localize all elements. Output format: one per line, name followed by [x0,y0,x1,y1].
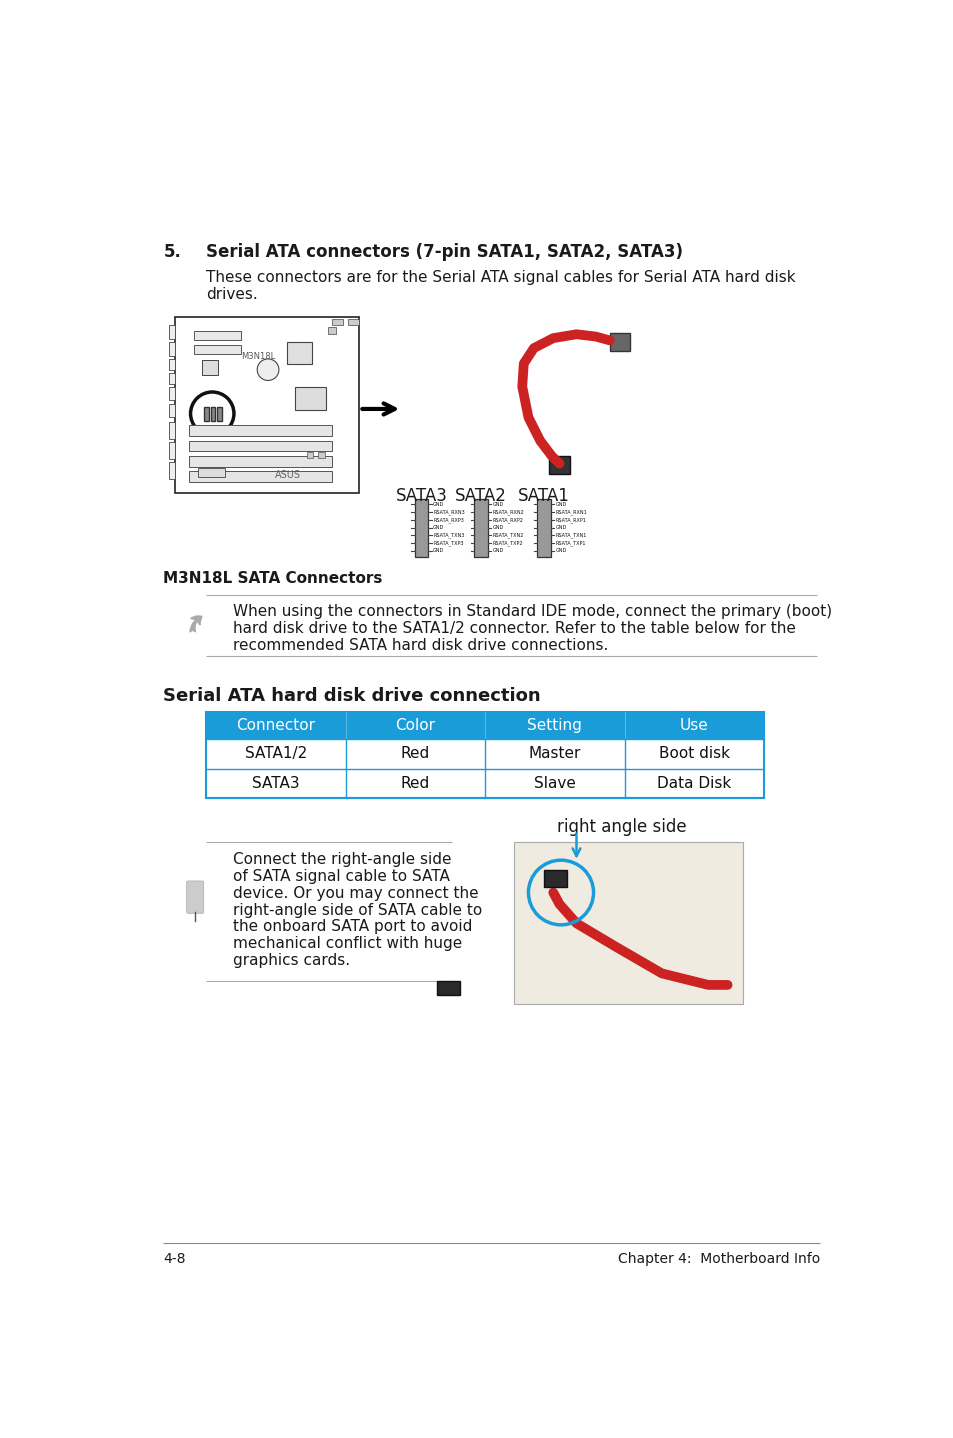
FancyBboxPatch shape [328,326,335,334]
Text: SATA3: SATA3 [395,486,447,505]
Text: SATA1: SATA1 [517,486,569,505]
FancyBboxPatch shape [169,387,174,400]
FancyBboxPatch shape [436,981,459,995]
FancyBboxPatch shape [348,319,358,325]
FancyBboxPatch shape [549,456,569,475]
FancyBboxPatch shape [474,499,488,557]
Text: Red: Red [400,775,430,791]
FancyBboxPatch shape [169,441,174,459]
Text: Serial ATA hard disk drive connection: Serial ATA hard disk drive connection [163,687,540,705]
FancyBboxPatch shape [189,472,332,482]
FancyBboxPatch shape [189,456,332,467]
FancyBboxPatch shape [415,499,428,557]
Text: of SATA signal cable to SATA: of SATA signal cable to SATA [233,869,450,883]
Text: RSATA_RXP2: RSATA_RXP2 [493,518,523,522]
FancyBboxPatch shape [543,870,567,887]
Text: Red: Red [400,746,430,761]
FancyBboxPatch shape [609,332,629,351]
Text: GND: GND [555,525,566,531]
Text: hard disk drive to the SATA1/2 connector. Refer to the table below for the: hard disk drive to the SATA1/2 connector… [233,621,795,636]
Text: 4-8: 4-8 [163,1252,186,1265]
FancyBboxPatch shape [169,404,174,417]
FancyBboxPatch shape [211,407,215,421]
Text: SATA3: SATA3 [252,775,299,791]
FancyBboxPatch shape [194,331,241,341]
FancyBboxPatch shape [307,452,313,459]
Text: M3N18L: M3N18L [241,352,274,361]
FancyBboxPatch shape [169,462,174,479]
Text: Serial ATA connectors (7-pin SATA1, SATA2, SATA3): Serial ATA connectors (7-pin SATA1, SATA… [206,243,682,262]
Text: Color: Color [395,718,435,733]
Text: Chapter 4:  Motherboard Info: Chapter 4: Motherboard Info [617,1252,819,1265]
Text: M3N18L SATA Connectors: M3N18L SATA Connectors [163,571,382,587]
Text: recommended SATA hard disk drive connections.: recommended SATA hard disk drive connect… [233,637,608,653]
FancyBboxPatch shape [169,325,174,339]
Text: Master: Master [528,746,580,761]
FancyBboxPatch shape [537,499,550,557]
FancyBboxPatch shape [332,319,343,325]
FancyBboxPatch shape [202,360,217,375]
Text: drives.: drives. [206,286,257,302]
FancyBboxPatch shape [189,426,332,436]
Text: graphics cards.: graphics cards. [233,953,350,968]
Text: 5.: 5. [163,243,181,262]
Text: mechanical conflict with huge: mechanical conflict with huge [233,936,462,952]
Text: GND: GND [433,548,444,554]
Text: RSATA_TXN1: RSATA_TXN1 [555,532,586,538]
Text: the onboard SATA port to avoid: the onboard SATA port to avoid [233,919,472,935]
Text: RSATA_RXN1: RSATA_RXN1 [555,509,587,515]
FancyBboxPatch shape [216,407,221,421]
Text: Connector: Connector [236,718,315,733]
FancyBboxPatch shape [187,881,204,913]
FancyArrowPatch shape [190,615,202,631]
FancyBboxPatch shape [174,318,359,493]
Text: SATA2: SATA2 [455,486,507,505]
FancyBboxPatch shape [169,342,174,355]
Text: Connect the right-angle side: Connect the right-angle side [233,851,451,867]
Text: Use: Use [679,718,708,733]
Text: RSATA_RXN3: RSATA_RXN3 [433,509,464,515]
FancyBboxPatch shape [514,843,742,1004]
Text: RSATA_RXN2: RSATA_RXN2 [493,509,524,515]
Text: Boot disk: Boot disk [659,746,729,761]
Text: SATA1/2: SATA1/2 [244,746,307,761]
Text: Data Disk: Data Disk [657,775,731,791]
Text: RSATA_TXN3: RSATA_TXN3 [433,532,464,538]
Text: right-angle side of SATA cable to: right-angle side of SATA cable to [233,903,482,917]
Circle shape [257,360,278,381]
FancyBboxPatch shape [198,469,225,477]
FancyBboxPatch shape [169,421,174,439]
Text: GND: GND [433,502,444,508]
Text: RSATA_TXP1: RSATA_TXP1 [555,541,585,546]
Text: GND: GND [433,525,444,531]
FancyBboxPatch shape [287,342,312,364]
Text: RSATA_TXP3: RSATA_TXP3 [433,541,463,546]
Text: When using the connectors in Standard IDE mode, connect the primary (boot): When using the connectors in Standard ID… [233,604,831,618]
FancyBboxPatch shape [169,360,174,370]
Text: right angle side: right angle side [557,818,686,835]
FancyBboxPatch shape [206,712,763,739]
Text: device. Or you may connect the: device. Or you may connect the [233,886,478,900]
Text: GND: GND [555,502,566,508]
FancyBboxPatch shape [294,387,326,410]
Text: Slave: Slave [534,775,575,791]
Text: GND: GND [493,502,503,508]
FancyBboxPatch shape [194,345,241,354]
Text: RSATA_RXP1: RSATA_RXP1 [555,518,586,522]
Text: GND: GND [555,548,566,554]
Text: Setting: Setting [527,718,581,733]
Text: GND: GND [493,525,503,531]
Text: ASUS: ASUS [274,470,300,480]
FancyBboxPatch shape [318,452,324,459]
FancyBboxPatch shape [204,407,209,421]
FancyBboxPatch shape [189,440,332,452]
Text: GND: GND [493,548,503,554]
Text: These connectors are for the Serial ATA signal cables for Serial ATA hard disk: These connectors are for the Serial ATA … [206,269,795,285]
Text: RSATA_TXN2: RSATA_TXN2 [493,532,523,538]
Text: RSATA_RXP3: RSATA_RXP3 [433,518,463,522]
Text: RSATA_TXP2: RSATA_TXP2 [493,541,523,546]
FancyBboxPatch shape [169,372,174,384]
